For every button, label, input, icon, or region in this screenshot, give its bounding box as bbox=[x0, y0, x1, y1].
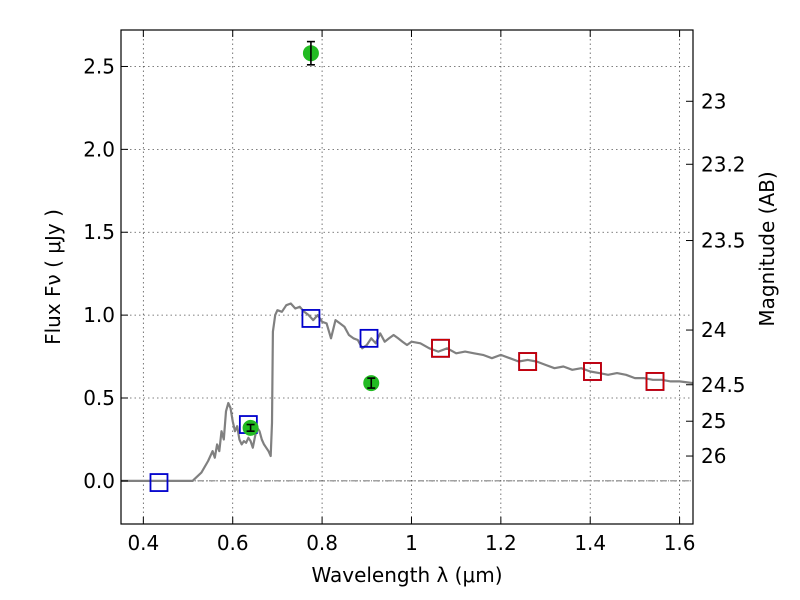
right-tick-label: 23.2 bbox=[701, 152, 746, 176]
x-tick-label: 1 bbox=[405, 531, 418, 555]
right-tick-label: 23.5 bbox=[701, 229, 746, 253]
y-tick-label: 0.0 bbox=[83, 469, 115, 493]
synthetic-flux-square bbox=[645, 372, 665, 391]
right-tick-label: 26 bbox=[701, 444, 726, 468]
x-tick-label: 0.6 bbox=[217, 531, 249, 555]
right-tick-label: 24 bbox=[701, 318, 726, 342]
x-tick-label: 0.8 bbox=[306, 531, 338, 555]
y-tick-label: 2.0 bbox=[83, 137, 115, 161]
synthetic-flux-square bbox=[301, 309, 321, 328]
synthetic-flux-square bbox=[583, 362, 602, 381]
x-tick-label: 0.4 bbox=[127, 531, 159, 555]
right-tick-label: 23 bbox=[701, 89, 726, 113]
synthetic-flux-square bbox=[431, 338, 450, 358]
plot-area bbox=[121, 40, 694, 492]
right-tick-label: 25 bbox=[701, 409, 726, 433]
x-tick-label: 1.2 bbox=[485, 531, 517, 555]
y-axis-label: Flux Fν ( μJy ) bbox=[41, 209, 65, 345]
synthetic-flux-square bbox=[518, 352, 538, 371]
model-spectrum-line bbox=[121, 302, 694, 482]
x-tick-label: 1.6 bbox=[664, 531, 696, 555]
x-axis-label: Wavelength λ (μm) bbox=[311, 563, 502, 587]
synthetic-flux-square bbox=[359, 328, 379, 348]
y-tick-label: 1.5 bbox=[83, 220, 115, 244]
synthetic-flux-square bbox=[645, 372, 665, 391]
right-tick-label: 24.5 bbox=[701, 373, 746, 397]
y-tick-label: 2.5 bbox=[83, 54, 115, 78]
y-tick-label: 0.5 bbox=[83, 386, 115, 410]
x-tick-label: 1.4 bbox=[574, 531, 606, 555]
grid bbox=[121, 30, 693, 524]
y-tick-label: 1.0 bbox=[83, 303, 115, 327]
right-axis-label: Magnitude (AB) bbox=[755, 171, 779, 326]
synthetic-flux-square bbox=[149, 473, 169, 492]
plot-frame bbox=[120, 29, 694, 525]
ticks: 0.4 0.6 0.8 1 1.2 1.4 1.6 0.0 0.5 1.0 1.5 2.0 2.5 23 2… bbox=[83, 30, 746, 555]
